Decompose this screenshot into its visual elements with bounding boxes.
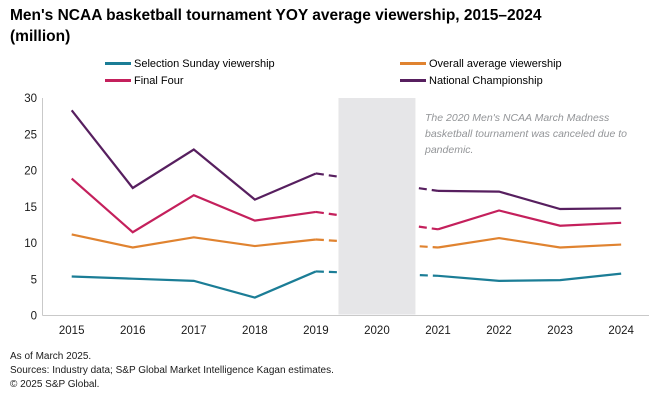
line-chart-area: 0 5 10 15 20 25 30 2015 2016 2017 2018 2019 2020 2021… (24, 93, 649, 337)
overall-average-line-swatch (400, 62, 426, 65)
line-series-final-four (70, 177, 317, 234)
legend-item-final-four: Final Four (105, 74, 275, 87)
as-of-date: As of March 2025. (10, 351, 92, 362)
legend-column-1: Selection Sunday viewership Final Four (105, 57, 275, 87)
legend-item-national-championship: National Championship (400, 74, 562, 87)
x-tick-label: 2015 (59, 325, 85, 337)
legend-label: Overall average viewership (429, 57, 562, 70)
x-tick-label: 2018 (242, 325, 268, 337)
x-tick-label: 2020 (364, 325, 390, 337)
line-series-national-championship-gap-dashed (315, 172, 439, 192)
sources-line: Sources: Industry data; S&P Global Marke… (10, 365, 334, 377)
legend-item-selection-sunday: Selection Sunday viewership (105, 57, 275, 70)
y-tick-label: 20 (24, 166, 37, 178)
y-tick-label: 0 (31, 311, 37, 323)
line-series-overall-average-viewership-gap-dashed (315, 238, 439, 249)
line-series-overall-average-viewership (71, 233, 317, 249)
line-series-selection-sunday-viewership (71, 270, 317, 299)
y-tick-label: 15 (24, 202, 37, 214)
line-series-selection-sunday-viewership-gap-dashed (315, 270, 439, 277)
line-series-selection-sunday-viewership (437, 272, 622, 282)
final-four-line-swatch (105, 79, 131, 82)
selection-sunday-line-swatch (105, 62, 131, 65)
x-tick-label: 2016 (120, 325, 146, 337)
line-series-national-championship (70, 109, 317, 201)
viewership-line-chart: 0 5 10 15 20 25 30 2015 2016 2017 2018 2019 2020 2021… (24, 93, 649, 337)
page-title: Men's NCAA basketball tournament YOY ave… (10, 6, 654, 48)
legend-item-overall-average: Overall average viewership (400, 57, 562, 70)
y-tick-label: 10 (24, 238, 37, 250)
x-tick-label: 2017 (181, 325, 207, 337)
chart-legend: Selection Sunday viewership Final Four O… (0, 57, 660, 91)
pandemic-annotation: The 2020 Men's NCAA March Madness basket… (425, 112, 627, 156)
title-line2: (million) (10, 27, 71, 45)
y-tick-label: 25 (24, 129, 37, 141)
national-championship-line-swatch (400, 79, 426, 82)
line-series-final-four (437, 209, 622, 231)
line-series-national-championship (437, 189, 622, 211)
copyright-line: © 2025 S&P Global. (10, 379, 100, 391)
line-series-overall-average-viewership (437, 236, 622, 249)
legend-column-2: Overall average viewership National Cham… (400, 57, 562, 87)
canceled-2020-band (338, 98, 416, 315)
y-tick-label: 30 (24, 93, 37, 105)
title-line1: Men's NCAA basketball tournament YOY ave… (10, 7, 542, 24)
legend-label: Final Four (134, 74, 184, 87)
y-tick-label: 5 (31, 274, 37, 286)
legend-label: National Championship (429, 74, 543, 87)
legend-label: Selection Sunday viewership (134, 57, 275, 70)
x-tick-label: 2019 (303, 325, 329, 337)
x-tick-label: 2023 (547, 325, 573, 337)
line-series-final-four-gap-dashed (315, 210, 439, 231)
footer-notes: As of March 2025. Sources: Industry data… (10, 350, 334, 393)
x-tick-label: 2024 (608, 325, 634, 337)
x-tick-label: 2022 (486, 325, 512, 337)
x-tick-label: 2021 (425, 325, 451, 337)
